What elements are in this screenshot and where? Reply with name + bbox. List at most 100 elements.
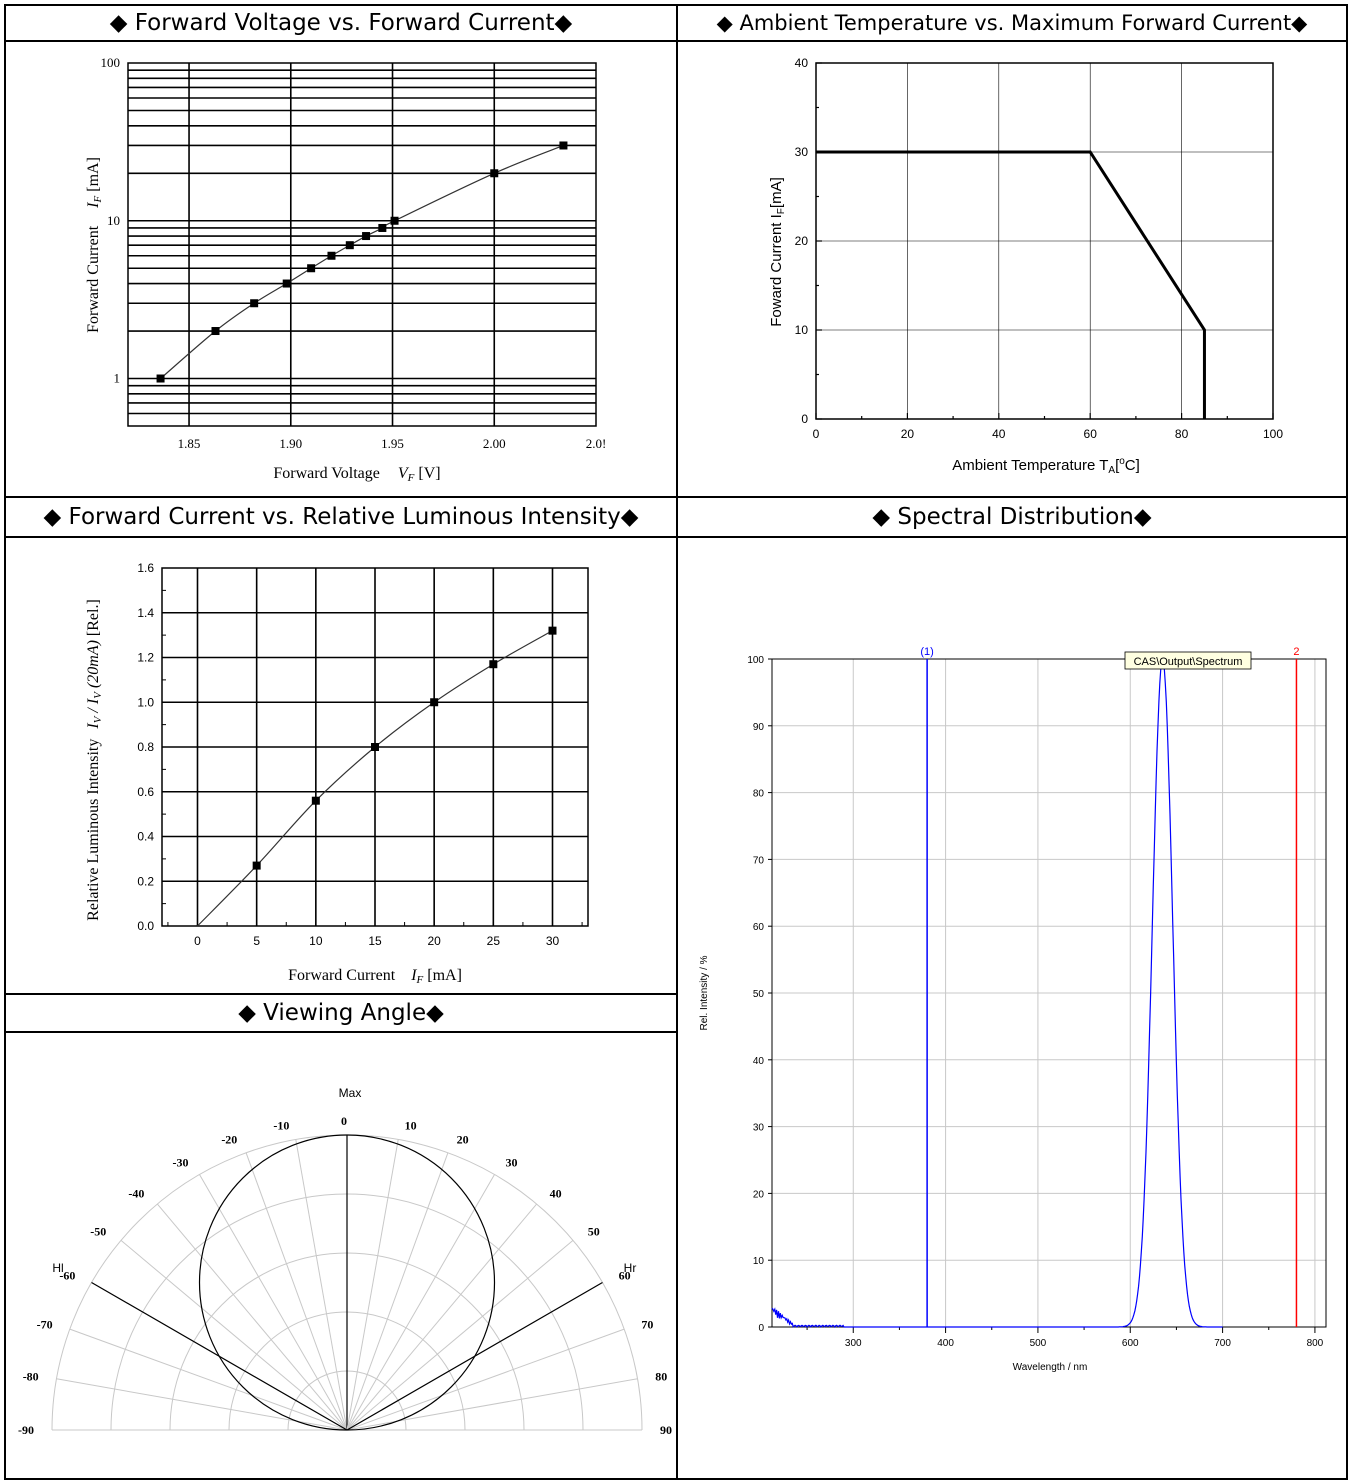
lum-x-tick-label: 10 (309, 934, 323, 948)
divider-5 (4, 1031, 677, 1033)
fv-x-tick-label: 1.90 (279, 436, 302, 451)
header-ambient-temperature: ◆ Ambient Temperature vs. Maximum Forwar… (716, 11, 1308, 35)
view-half-angle-lines (91, 1281, 603, 1431)
lum-data-point (252, 861, 261, 870)
fv-data-point (362, 232, 371, 241)
view-grid-radial (199, 1174, 348, 1431)
view-left-label: Hl (52, 1261, 63, 1275)
amb-tick-labels: 0 20 40 60 80 100 0 10 20 30 40 (795, 56, 1284, 441)
view-angle-label: -10 (273, 1119, 289, 1133)
view-grid-radial (295, 1139, 348, 1431)
view-angle-label: -90 (18, 1423, 34, 1437)
spec-y-tick-label: 10 (753, 1256, 765, 1267)
header-forward-voltage: ◆ Forward Voltage vs. Forward Current◆ (109, 10, 573, 36)
spec-marker-label: (1) (920, 646, 933, 658)
fv-data-point (327, 251, 336, 260)
fv-data-point (307, 264, 316, 273)
spec-x-tick-label: 400 (937, 1338, 954, 1349)
spec-x-tick-label: 300 (845, 1338, 862, 1349)
amb-plot-frame (815, 62, 1274, 420)
view-angle-label: 10 (405, 1119, 417, 1133)
lum-y-tick-label: 1.4 (137, 606, 154, 620)
spec-y-tick-label: 70 (753, 855, 765, 866)
view-angle-label: 90 (660, 1423, 672, 1437)
view-angle-label: 70 (641, 1317, 653, 1331)
spec-tick-labels: 300 400 500 600 700 800 0 10 20 30 40 50 60 70 80 90 100 (747, 655, 1323, 1349)
view-angle-label: -30 (173, 1155, 189, 1169)
view-grid-radial (69, 1328, 348, 1431)
spec-grid (768, 658, 1326, 1333)
fv-data-point (378, 223, 387, 232)
spec-series-line (771, 657, 1223, 1329)
fv-series-points (156, 141, 568, 383)
spec-tooltip: CAS\Output\Spectrum (1124, 651, 1252, 670)
view-grid-radial (346, 1152, 449, 1431)
header-spectral-distribution: ◆ Spectral Distribution◆ (872, 504, 1152, 530)
view-right-label: Hr (624, 1261, 637, 1275)
view-grid-radial (346, 1139, 399, 1431)
header-luminous-intensity: ◆ Forward Current vs. Relative Luminous … (43, 504, 639, 530)
lum-data-point (489, 660, 498, 669)
view-half-angle-line (346, 1281, 603, 1431)
lum-y-tick-label: 0.6 (137, 785, 154, 799)
amb-y-tick-label: 30 (795, 145, 809, 159)
spec-y-tick-label: 100 (747, 655, 764, 666)
spec-marker-lines: (1) 2 (920, 646, 1300, 1327)
view-angle-label: -50 (90, 1224, 106, 1238)
view-angle-label: 80 (655, 1369, 667, 1383)
view-angle-label: 20 (457, 1133, 469, 1147)
fv-y-tick-label: 10 (107, 213, 120, 228)
amb-y-tick-label: 40 (795, 56, 809, 70)
lum-tick-labels: 0 5 10 15 20 25 30 0.0 0.2 0.4 0.6 0.8 1.0 1.2 1.4 1.6 (137, 561, 559, 948)
lum-x-tick-label: 30 (546, 934, 560, 948)
amb-x-tick-label: 40 (992, 427, 1006, 441)
lum-y-tick-label: 1.0 (137, 695, 154, 709)
fv-x-axis-label: Forward Voltage VF [V] (273, 465, 440, 484)
spec-x-axis-label: Wavelength / nm (1013, 1362, 1088, 1373)
amb-x-tick-label: 100 (1263, 427, 1283, 441)
spec-x-tick-label: 700 (1214, 1338, 1231, 1349)
lum-series-points (252, 626, 557, 870)
view-grid-radial (120, 1239, 348, 1431)
amb-x-tick-label: 60 (1084, 427, 1098, 441)
spec-tooltip-text: CAS\Output\Spectrum (1134, 656, 1243, 668)
amb-x-axis-label: Ambient Temperature TA[oC] (952, 456, 1140, 476)
amb-y-tick-label: 20 (795, 234, 809, 248)
view-grid-radial (346, 1239, 574, 1431)
fv-data-point (559, 141, 568, 150)
forward-voltage-chart: 1.85 1.90 1.95 2.00 2.0! 1 10 100 Forward Volta… (85, 55, 606, 484)
spec-x-tick-label: 500 (1030, 1338, 1047, 1349)
fv-grid (128, 63, 596, 426)
viewing-angle-chart: -90 -80 -70 -60 -50 -40 -30 -20 -10 0 10 20 30 40 50 60… (18, 1086, 672, 1437)
amb-y-tick-label: 0 (801, 412, 808, 426)
lum-x-tick-label: 0 (194, 934, 201, 948)
lum-data-point (430, 698, 439, 707)
spec-y-tick-label: 50 (753, 989, 765, 1000)
spec-y-tick-label: 30 (753, 1123, 765, 1134)
spec-x-tick-label: 600 (1122, 1338, 1139, 1349)
spec-y-tick-label: 0 (758, 1323, 764, 1334)
fv-plot-frame (127, 62, 597, 427)
spec-marker-label: 2 (1293, 646, 1299, 658)
view-angle-label: 0 (341, 1114, 347, 1128)
fv-y-axis-label: Forward Current IF[mA] (85, 157, 104, 333)
amb-y-axis-label: Foward Current IF[mA] (768, 177, 787, 327)
lum-data-point (371, 743, 379, 751)
view-angle-label: -70 (37, 1317, 53, 1331)
view-max-label: Max (339, 1086, 362, 1100)
lum-y-tick-label: 0.0 (137, 919, 154, 933)
fv-x-tick-label: 2.00 (483, 436, 506, 451)
view-grid-radial (346, 1328, 625, 1431)
lum-data-point (548, 626, 557, 635)
lum-y-tick-label: 0.4 (137, 830, 154, 844)
view-angle-label: 30 (506, 1155, 518, 1169)
spec-y-tick-label: 40 (753, 1056, 765, 1067)
lum-y-tick-label: 1.6 (137, 561, 154, 575)
ambient-temperature-chart: 0 20 40 60 80 100 0 10 20 30 40 Ambient Temperatur… (768, 56, 1283, 476)
amb-x-tick-label: 0 (813, 427, 820, 441)
lum-x-tick-label: 15 (368, 934, 382, 948)
amb-series-line (816, 150, 1206, 419)
fv-data-point (390, 216, 399, 225)
view-grid-radial (346, 1174, 495, 1431)
